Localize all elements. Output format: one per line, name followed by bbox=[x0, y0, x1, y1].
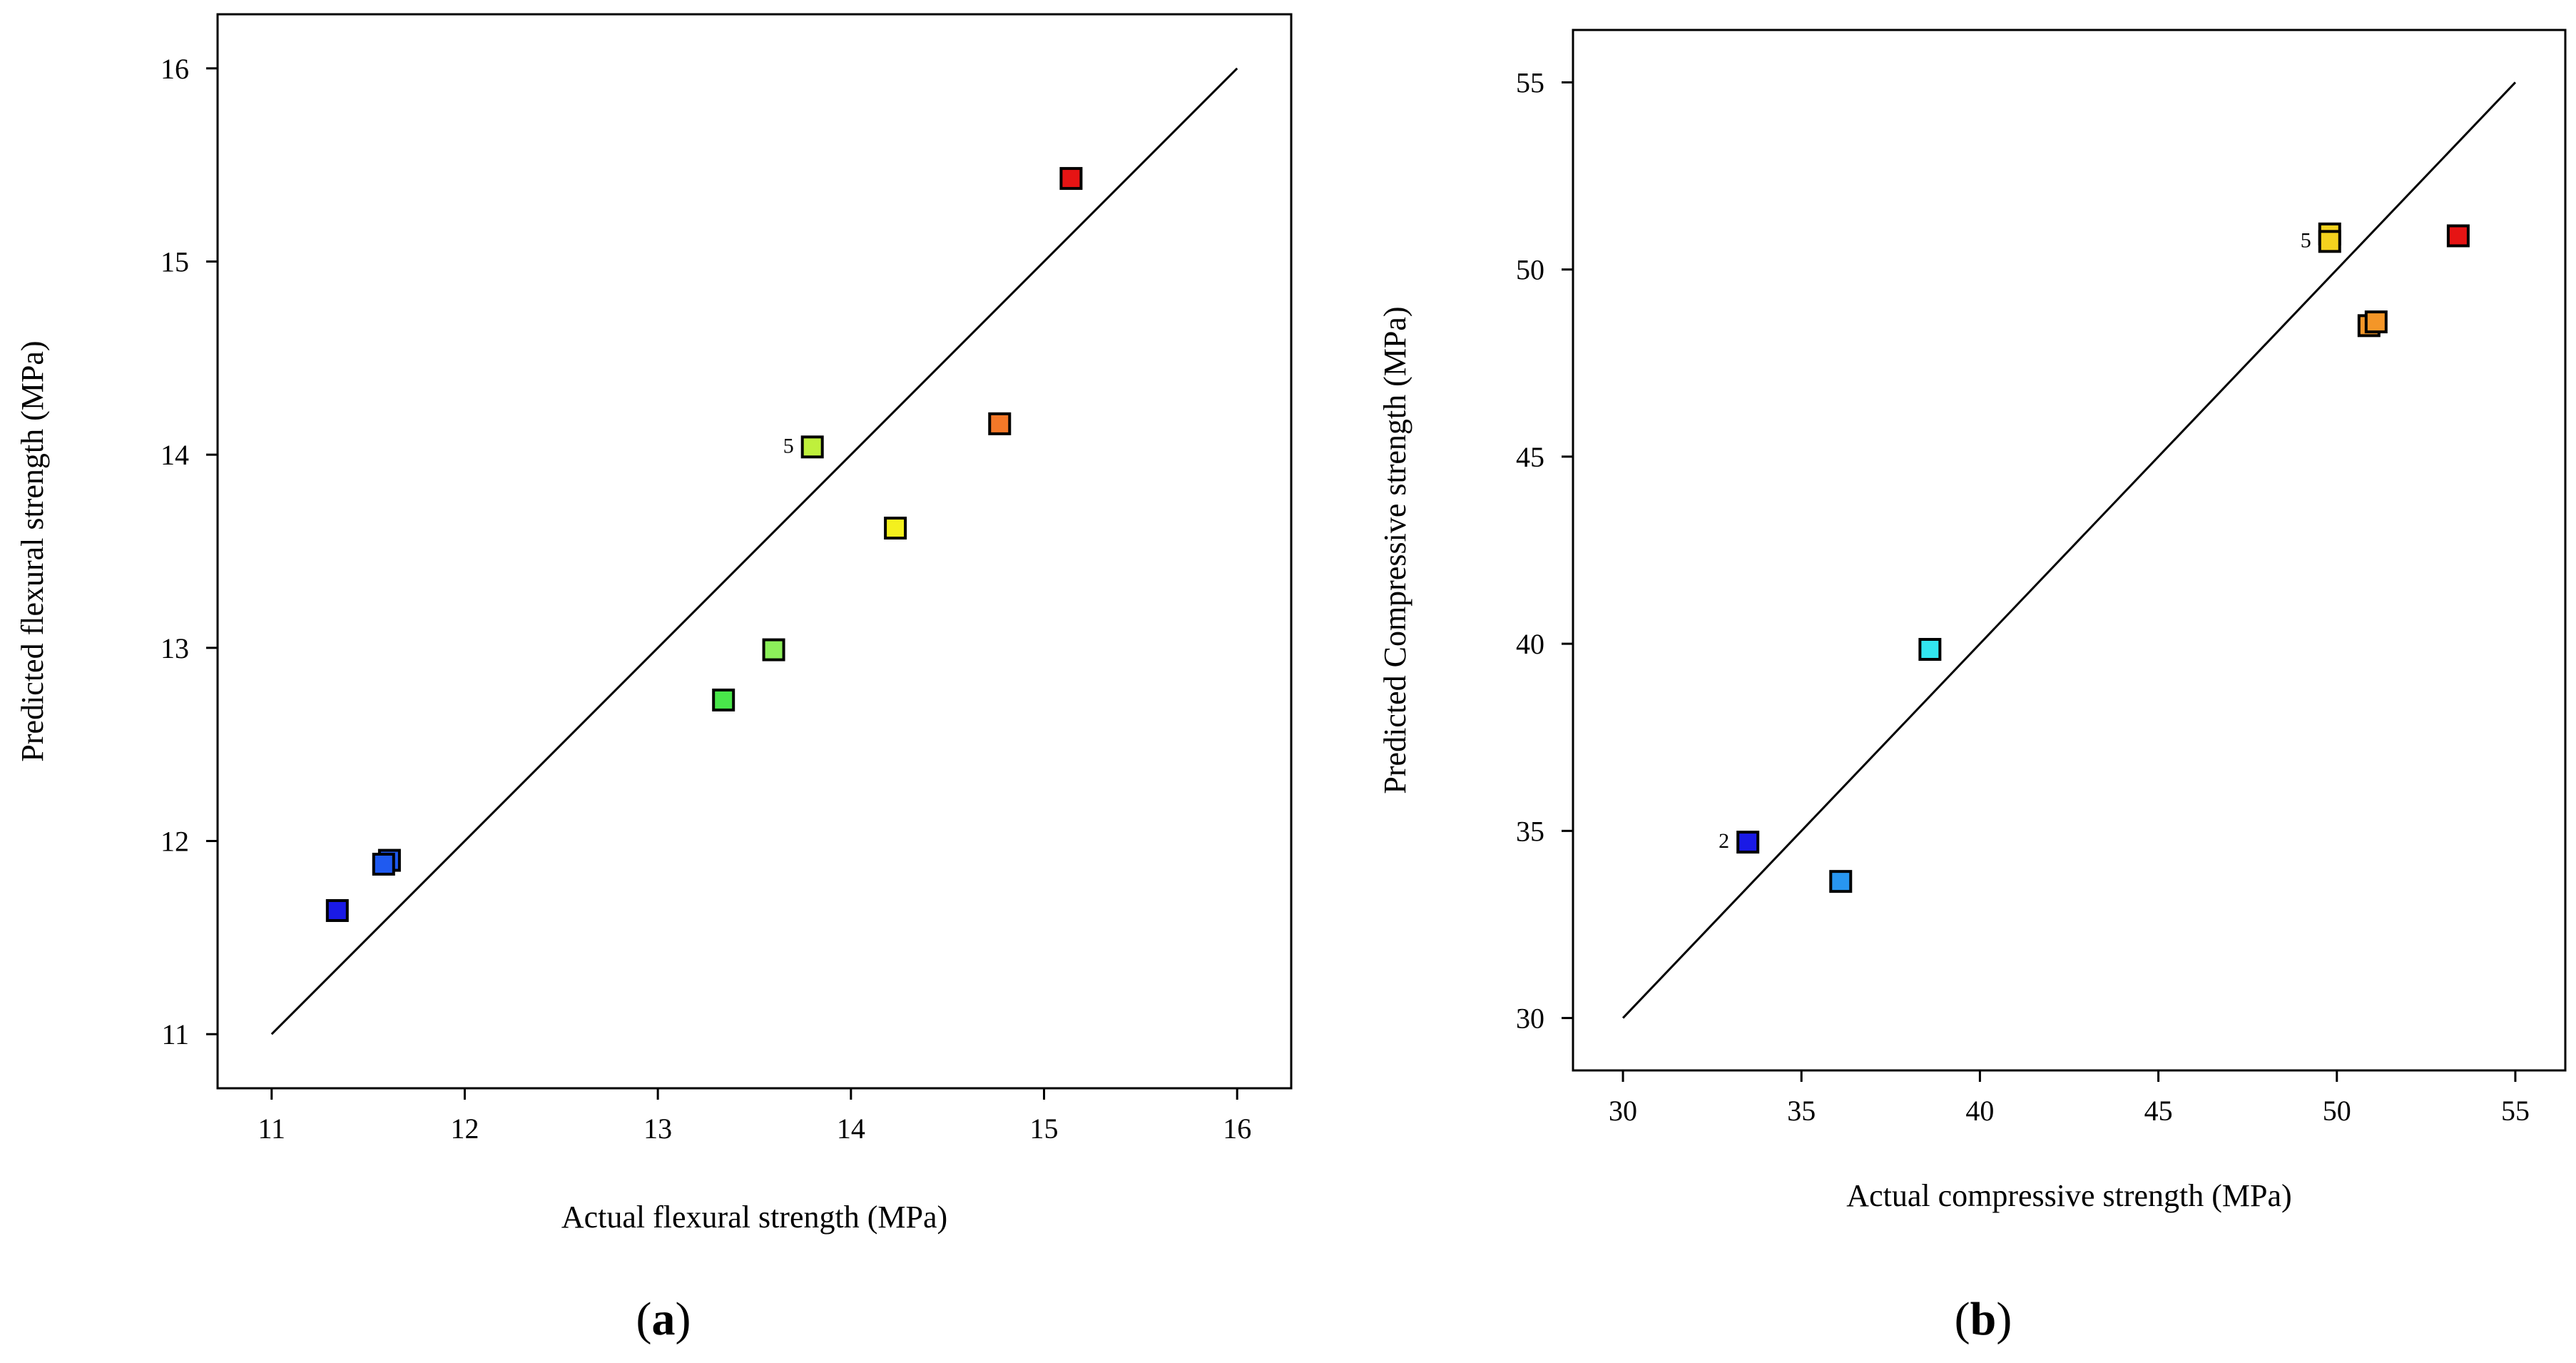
x-tick-label: 50 bbox=[2323, 1095, 2351, 1127]
point-count-label: 5 bbox=[2301, 228, 2311, 252]
data-point bbox=[762, 638, 785, 662]
data-point bbox=[2364, 310, 2388, 334]
data-point bbox=[712, 688, 735, 711]
data-point bbox=[2446, 224, 2470, 248]
data-point bbox=[325, 898, 349, 922]
x-tick-label: 11 bbox=[258, 1113, 286, 1145]
x-tick-label: 13 bbox=[643, 1113, 672, 1145]
x-tick-label: 15 bbox=[1030, 1113, 1059, 1145]
panel-label: (b) bbox=[1955, 1293, 2012, 1345]
y-tick-label: 11 bbox=[161, 1018, 189, 1050]
plot-frame bbox=[216, 13, 1293, 1090]
plot-frame bbox=[1572, 29, 2567, 1072]
y-tick-label: 15 bbox=[161, 245, 189, 278]
data-point bbox=[988, 412, 1012, 435]
panel-letter: a bbox=[652, 1293, 676, 1345]
data-point bbox=[1918, 637, 1942, 661]
point-count-label: 2 bbox=[1719, 829, 1729, 853]
data-point bbox=[800, 435, 824, 459]
x-tick-label: 55 bbox=[2501, 1095, 2530, 1127]
y-axis-label: Predicted flexural strength (MPa) bbox=[15, 340, 50, 761]
y-axis-label: Predicted Compressive strength (MPa) bbox=[1378, 306, 1412, 794]
data-point bbox=[1059, 167, 1083, 191]
y-tick-label: 12 bbox=[161, 826, 189, 858]
panel-letter: b bbox=[1970, 1293, 1997, 1345]
y-tick-label: 45 bbox=[1516, 441, 1544, 473]
chart-a: 11 12 13 14 15 16 11 12 13 14 15 16 5 Actual flexural… bbox=[15, 13, 1293, 1345]
x-tick-label: 45 bbox=[2144, 1095, 2173, 1127]
data-point bbox=[884, 517, 907, 540]
reference-line bbox=[270, 67, 1238, 1035]
data-point bbox=[1736, 831, 1760, 854]
chart-b: 30 35 40 45 50 55 30 35 40 45 50 55 2 5 Actual compres… bbox=[1378, 29, 2567, 1345]
data-point bbox=[372, 853, 395, 876]
data-point bbox=[2318, 230, 2341, 253]
x-tick-label: 14 bbox=[837, 1113, 865, 1145]
point-count-label: 5 bbox=[783, 434, 794, 457]
y-tick-label: 50 bbox=[1516, 254, 1544, 286]
x-tick-label: 12 bbox=[450, 1113, 479, 1145]
y-tick-label: 40 bbox=[1516, 628, 1544, 660]
y-tick-label: 16 bbox=[161, 53, 189, 85]
y-tick-label: 30 bbox=[1516, 1003, 1544, 1035]
x-tick-label: 40 bbox=[1965, 1095, 1994, 1127]
y-tick-label: 14 bbox=[161, 439, 189, 471]
x-axis-label: Actual compressive strength (MPa) bbox=[1846, 1178, 2291, 1213]
x-tick-label: 35 bbox=[1787, 1095, 1816, 1127]
x-axis-label: Actual flexural strength (MPa) bbox=[561, 1200, 947, 1235]
x-tick-label: 30 bbox=[1609, 1095, 1637, 1127]
y-tick-label: 55 bbox=[1516, 66, 1544, 98]
y-tick-label: 13 bbox=[161, 632, 189, 664]
y-tick-label: 35 bbox=[1516, 815, 1544, 847]
data-point bbox=[1829, 870, 1853, 893]
reference-line bbox=[1622, 81, 2517, 1019]
panel-label: (a) bbox=[636, 1293, 691, 1345]
x-tick-label: 16 bbox=[1223, 1113, 1251, 1145]
